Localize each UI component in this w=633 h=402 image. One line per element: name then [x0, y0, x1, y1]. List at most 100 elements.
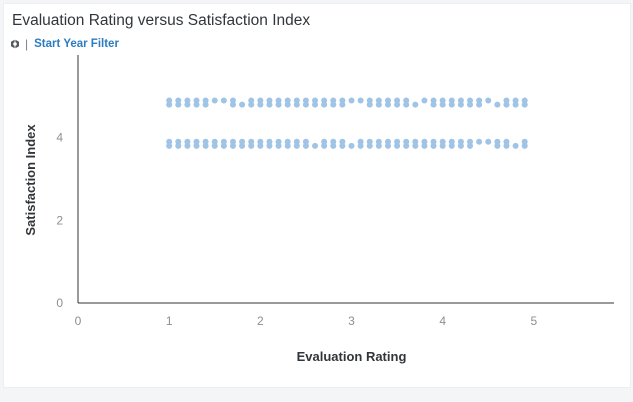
- scatter-point[interactable]: [366, 142, 373, 149]
- scatter-point[interactable]: [175, 138, 182, 145]
- scatter-point[interactable]: [439, 142, 446, 149]
- scatter-point[interactable]: [476, 138, 483, 145]
- scatter-point[interactable]: [257, 142, 264, 149]
- scatter-point[interactable]: [184, 97, 191, 104]
- scatter-point[interactable]: [494, 138, 501, 145]
- scatter-point[interactable]: [229, 142, 236, 149]
- scatter-point[interactable]: [275, 97, 282, 104]
- scatter-point[interactable]: [275, 138, 282, 145]
- scatter-point[interactable]: [412, 142, 419, 149]
- scatter-point[interactable]: [229, 97, 236, 104]
- scatter-point[interactable]: [467, 142, 474, 149]
- scatter-point[interactable]: [503, 138, 510, 145]
- scatter-point[interactable]: [457, 142, 464, 149]
- scatter-point[interactable]: [439, 138, 446, 145]
- scatter-point[interactable]: [476, 101, 483, 108]
- scatter-point[interactable]: [503, 142, 510, 149]
- scatter-point[interactable]: [503, 97, 510, 104]
- scatter-point[interactable]: [239, 142, 246, 149]
- scatter-point[interactable]: [339, 138, 346, 145]
- scatter-point[interactable]: [430, 97, 437, 104]
- scatter-point[interactable]: [266, 97, 273, 104]
- scatter-point[interactable]: [485, 97, 492, 104]
- scatter-point[interactable]: [384, 101, 391, 108]
- scatter-point[interactable]: [293, 138, 300, 145]
- scatter-point[interactable]: [257, 97, 264, 104]
- scatter-point[interactable]: [412, 138, 419, 145]
- scatter-point[interactable]: [403, 138, 410, 145]
- scatter-point[interactable]: [357, 97, 364, 104]
- scatter-point[interactable]: [403, 101, 410, 108]
- scatter-point[interactable]: [184, 101, 191, 108]
- filter-settings-icon[interactable]: [10, 39, 20, 49]
- scatter-point[interactable]: [248, 97, 255, 104]
- scatter-point[interactable]: [512, 101, 519, 108]
- scatter-point[interactable]: [330, 138, 337, 145]
- scatter-point[interactable]: [467, 138, 474, 145]
- scatter-point[interactable]: [448, 138, 455, 145]
- scatter-point[interactable]: [229, 138, 236, 145]
- scatter-point[interactable]: [348, 97, 355, 104]
- scatter-point[interactable]: [375, 97, 382, 104]
- scatter-point[interactable]: [175, 101, 182, 108]
- scatter-point[interactable]: [239, 101, 246, 108]
- scatter-point[interactable]: [248, 142, 255, 149]
- scatter-point[interactable]: [266, 101, 273, 108]
- scatter-point[interactable]: [448, 142, 455, 149]
- scatter-point[interactable]: [457, 138, 464, 145]
- scatter-point[interactable]: [394, 101, 401, 108]
- scatter-point[interactable]: [211, 97, 218, 104]
- scatter-point[interactable]: [494, 101, 501, 108]
- scatter-point[interactable]: [166, 101, 173, 108]
- scatter-point[interactable]: [193, 101, 200, 108]
- scatter-point[interactable]: [384, 138, 391, 145]
- scatter-point[interactable]: [394, 138, 401, 145]
- scatter-point[interactable]: [220, 97, 227, 104]
- scatter-point[interactable]: [257, 101, 264, 108]
- scatter-point[interactable]: [293, 101, 300, 108]
- scatter-point[interactable]: [512, 142, 519, 149]
- scatter-point[interactable]: [421, 138, 428, 145]
- scatter-point[interactable]: [266, 138, 273, 145]
- scatter-point[interactable]: [457, 101, 464, 108]
- scatter-point[interactable]: [366, 138, 373, 145]
- scatter-point[interactable]: [284, 142, 291, 149]
- scatter-point[interactable]: [184, 142, 191, 149]
- scatter-point[interactable]: [248, 101, 255, 108]
- scatter-point[interactable]: [375, 101, 382, 108]
- scatter-point[interactable]: [312, 101, 319, 108]
- scatter-point[interactable]: [302, 101, 309, 108]
- scatter-point[interactable]: [494, 142, 501, 149]
- scatter-point[interactable]: [302, 138, 309, 145]
- scatter-point[interactable]: [302, 97, 309, 104]
- scatter-point[interactable]: [248, 138, 255, 145]
- scatter-point[interactable]: [384, 97, 391, 104]
- scatter-point[interactable]: [220, 142, 227, 149]
- scatter-point[interactable]: [257, 138, 264, 145]
- scatter-point[interactable]: [220, 138, 227, 145]
- scatter-point[interactable]: [457, 97, 464, 104]
- scatter-point[interactable]: [202, 97, 209, 104]
- scatter-point[interactable]: [485, 138, 492, 145]
- scatter-point[interactable]: [321, 142, 328, 149]
- scatter-point[interactable]: [448, 97, 455, 104]
- scatter-point[interactable]: [321, 101, 328, 108]
- scatter-point[interactable]: [330, 101, 337, 108]
- scatter-point[interactable]: [339, 142, 346, 149]
- scatter-point[interactable]: [375, 142, 382, 149]
- scatter-point[interactable]: [166, 97, 173, 104]
- scatter-point[interactable]: [467, 101, 474, 108]
- scatter-point[interactable]: [321, 138, 328, 145]
- scatter-point[interactable]: [202, 138, 209, 145]
- scatter-point[interactable]: [184, 138, 191, 145]
- scatter-point[interactable]: [275, 101, 282, 108]
- scatter-point[interactable]: [512, 97, 519, 104]
- scatter-point[interactable]: [193, 142, 200, 149]
- scatter-point[interactable]: [175, 142, 182, 149]
- scatter-point[interactable]: [330, 142, 337, 149]
- scatter-point[interactable]: [193, 97, 200, 104]
- scatter-point[interactable]: [366, 101, 373, 108]
- scatter-point[interactable]: [439, 101, 446, 108]
- scatter-point[interactable]: [312, 97, 319, 104]
- scatter-point[interactable]: [357, 142, 364, 149]
